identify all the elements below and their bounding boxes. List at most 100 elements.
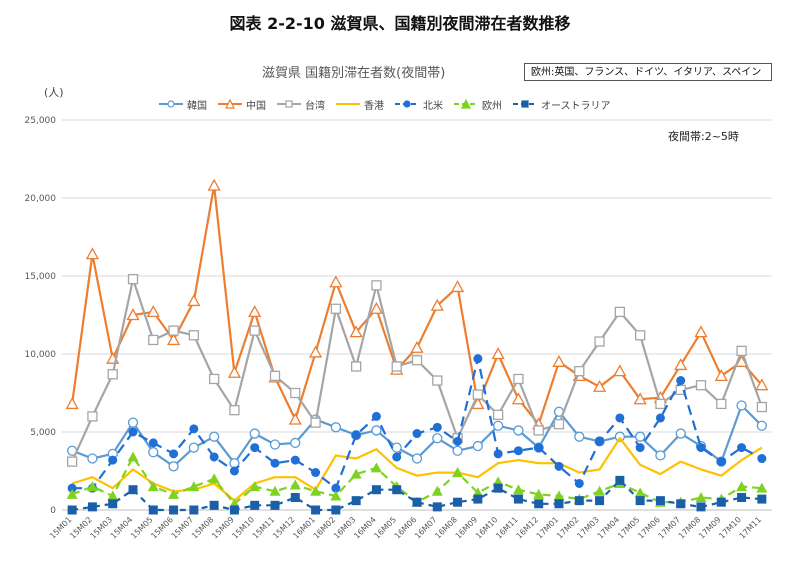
data-point <box>410 340 424 353</box>
data-point <box>655 496 665 506</box>
data-point <box>269 370 281 381</box>
data-point <box>168 461 179 472</box>
data-point <box>208 373 220 385</box>
data-point <box>289 479 301 490</box>
data-point <box>614 306 626 318</box>
data-point <box>453 497 463 507</box>
data-point <box>290 437 301 449</box>
data-point <box>308 345 323 358</box>
data-point <box>676 376 686 386</box>
data-point <box>493 449 503 459</box>
data-point <box>209 500 219 510</box>
data-point <box>595 496 605 506</box>
data-point <box>187 294 201 307</box>
data-point <box>716 398 727 410</box>
data-point <box>290 493 300 503</box>
y-axis-unit: (人) <box>44 86 64 99</box>
data-point <box>450 280 465 293</box>
data-point <box>675 428 686 439</box>
data-point <box>412 497 422 507</box>
data-point <box>371 425 382 436</box>
data-point <box>614 431 626 442</box>
data-point <box>634 330 646 341</box>
data-point <box>391 361 402 372</box>
data-point <box>370 462 382 473</box>
data-point <box>452 445 463 456</box>
time-range-note: 夜間帯:2~5時 <box>668 130 739 143</box>
data-point <box>533 488 545 499</box>
data-point <box>330 303 342 314</box>
data-point <box>552 354 566 367</box>
data-point <box>67 505 77 515</box>
data-point <box>148 447 159 458</box>
data-point <box>229 505 239 515</box>
data-point <box>756 401 768 413</box>
data-point <box>290 455 300 465</box>
data-point <box>188 481 200 492</box>
data-point <box>311 505 321 515</box>
data-point <box>716 457 726 467</box>
data-point <box>310 417 321 428</box>
legend-label: オーストラリア <box>541 100 611 112</box>
data-point <box>453 436 463 446</box>
legend-swatch <box>218 99 242 109</box>
data-point <box>513 494 523 504</box>
series-line-1 <box>71 184 763 426</box>
legend-item: 中国 <box>217 97 266 112</box>
data-point <box>331 483 341 493</box>
data-point <box>553 490 565 501</box>
data-point <box>349 325 363 338</box>
data-point <box>127 417 139 428</box>
data-point <box>189 424 199 434</box>
data-point <box>492 420 504 431</box>
data-point <box>107 369 118 380</box>
data-point <box>757 494 767 504</box>
legend-label: 台湾 <box>305 100 325 112</box>
data-point <box>310 485 322 496</box>
data-point <box>635 496 645 506</box>
data-point <box>248 305 262 318</box>
data-point <box>127 273 139 285</box>
data-point <box>227 365 242 378</box>
data-point <box>148 505 158 515</box>
data-point <box>249 325 260 336</box>
data-point <box>737 443 747 453</box>
data-point <box>392 452 402 462</box>
data-point <box>513 425 524 436</box>
data-point <box>369 301 384 314</box>
data-point <box>694 325 708 338</box>
data-point <box>208 431 220 442</box>
legend-swatch <box>277 100 301 108</box>
y-tick-label: 5,000 <box>30 428 56 438</box>
y-tick-label: 10,000 <box>25 350 57 360</box>
data-point <box>574 431 585 442</box>
data-point <box>350 361 362 372</box>
data-point <box>634 487 646 498</box>
data-point <box>148 334 159 346</box>
data-point <box>107 490 119 501</box>
data-point <box>511 392 526 405</box>
legend-label: 韓国 <box>187 100 207 112</box>
data-point <box>86 481 98 492</box>
legend-swatch <box>513 100 537 108</box>
data-point <box>169 505 179 515</box>
data-point <box>350 468 362 479</box>
data-point <box>452 467 464 478</box>
page-title: 図表 2-2-10 滋賀県、国籍別夜間滞在者数推移 <box>229 14 571 33</box>
data-point <box>675 384 686 396</box>
data-point <box>331 505 341 515</box>
y-tick-label: 0 <box>50 506 56 516</box>
data-point <box>592 379 607 392</box>
data-point <box>412 429 422 439</box>
data-point <box>513 446 523 456</box>
data-point <box>676 499 686 509</box>
data-point <box>168 325 179 336</box>
legend-label: 北米 <box>423 100 443 112</box>
legend-swatch <box>159 100 183 108</box>
data-point <box>148 438 158 448</box>
data-point <box>351 496 361 506</box>
data-point <box>351 430 361 440</box>
series-line-6 <box>71 479 762 512</box>
data-point <box>67 483 77 493</box>
